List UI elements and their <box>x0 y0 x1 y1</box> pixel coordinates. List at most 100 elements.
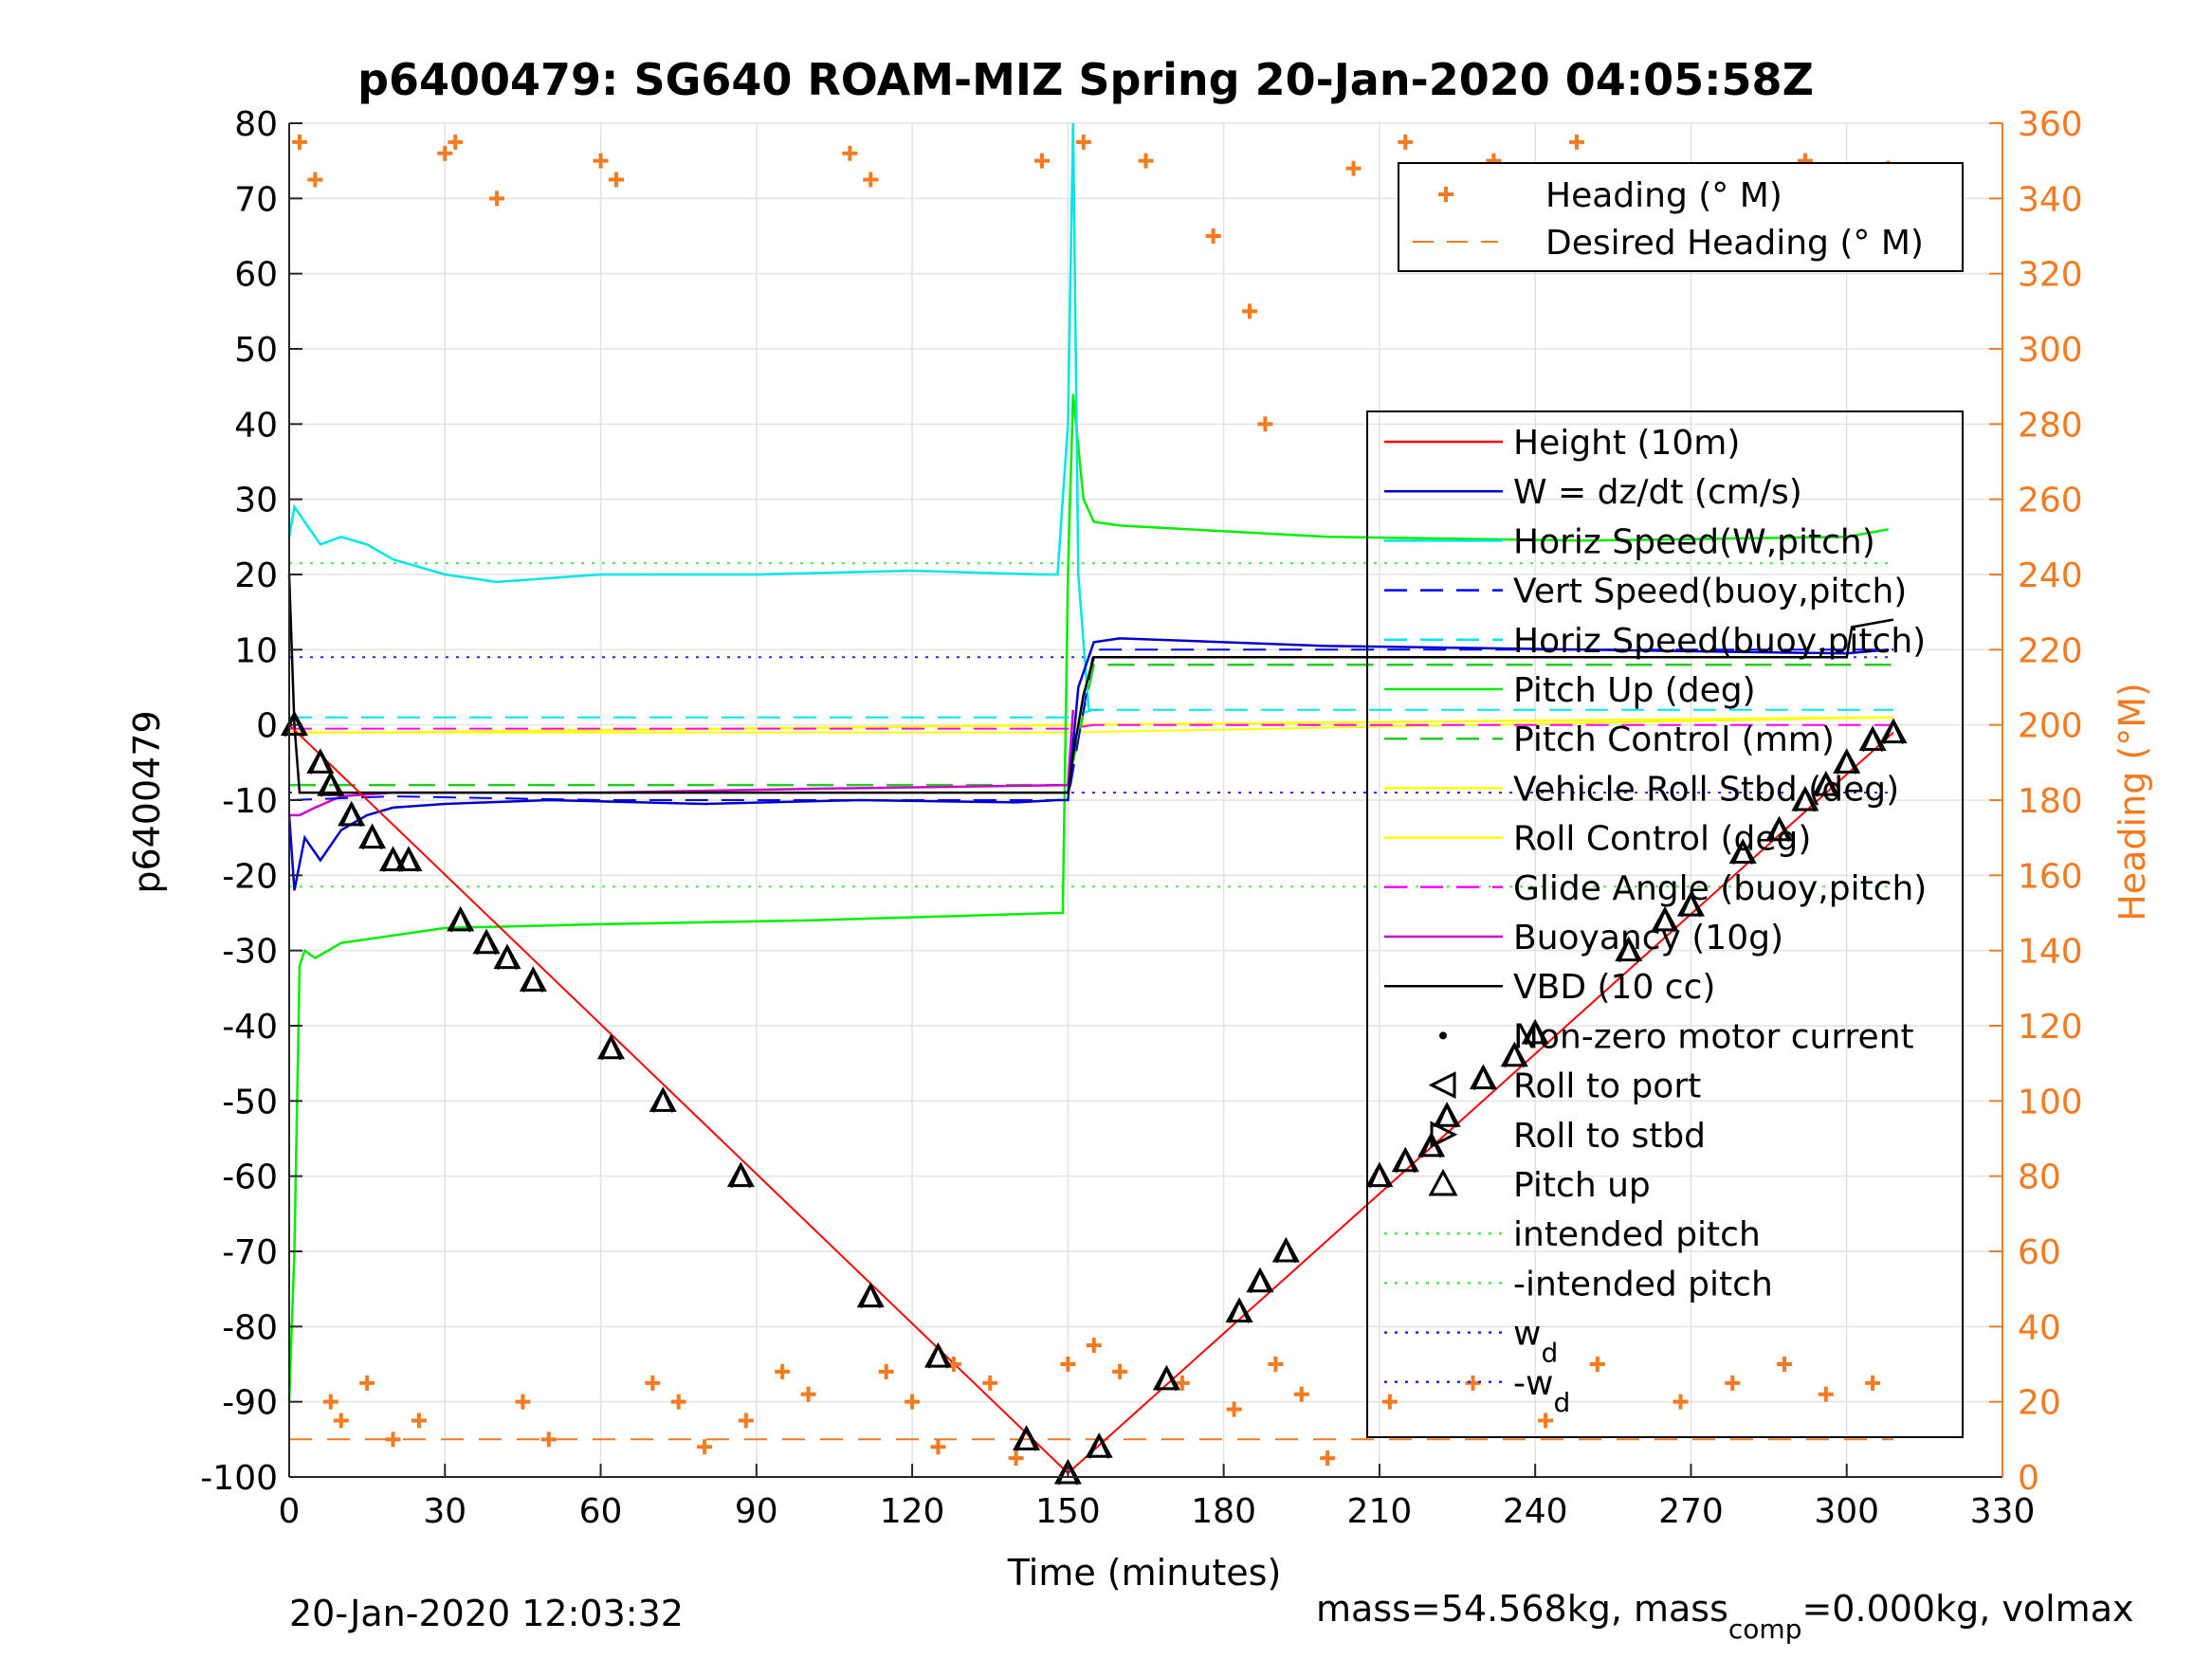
y-tick-label: -70 <box>222 1233 278 1272</box>
pitch-up-marker <box>1833 748 1861 774</box>
y2-tick-label: 260 <box>2018 482 2083 520</box>
y2-tick-label: 40 <box>2018 1308 2061 1347</box>
y-tick-label: 20 <box>234 556 278 595</box>
y-tick-label: -30 <box>222 933 278 972</box>
roll-marker <box>1436 1103 1458 1128</box>
heading-point <box>307 172 323 188</box>
roll-marker <box>927 1344 949 1369</box>
pitch-up-marker <box>1858 725 1887 752</box>
y-tick-label: -100 <box>200 1459 278 1498</box>
roll-marker <box>1472 1066 1494 1090</box>
roll-marker <box>340 803 362 828</box>
roll-marker <box>1250 1269 1271 1294</box>
x-tick-label: 300 <box>1814 1492 1879 1531</box>
heading-point <box>775 1363 791 1379</box>
legend-main-label: Horiz Speed(W,pitch) <box>1513 522 1875 561</box>
y2-tick-label: 320 <box>2018 256 2083 295</box>
pitch-up-marker <box>1152 1364 1180 1391</box>
vbd-line <box>287 574 1894 794</box>
heading-point <box>385 1431 401 1448</box>
roll-marker <box>652 1088 674 1113</box>
roll-marker <box>1395 1149 1417 1174</box>
heading-point <box>930 1439 946 1455</box>
heading-point <box>540 1431 557 1448</box>
pitch-up-marker <box>1391 1146 1419 1173</box>
footer-date: 20-Jan-2020 12:03:32 <box>289 1593 684 1634</box>
roll-marker <box>283 713 305 738</box>
roll-marker <box>1732 841 1754 865</box>
x-tick-label: 210 <box>1347 1492 1413 1531</box>
y-tick-label: 50 <box>234 331 278 370</box>
footer-mass: mass=54.568kg, masscomp=0.000kg, volmax <box>1316 1588 2133 1645</box>
pitch-up-marker <box>394 846 423 871</box>
chart-title: p6400479: SG640 ROAM-MIZ Spring 20-Jan-2… <box>357 54 1814 105</box>
heading-point <box>333 1413 349 1429</box>
pitch-up-marker <box>338 800 366 827</box>
heading-point <box>1242 303 1258 319</box>
pitch-up-marker <box>1365 1161 1394 1188</box>
y2-tick-label: 100 <box>2018 1083 2083 1121</box>
legend-main-label: Pitch Up (deg) <box>1513 671 1756 710</box>
heading-point <box>437 145 453 161</box>
roll-marker <box>1368 1164 1390 1189</box>
heading-point <box>1293 1386 1309 1402</box>
heading-point <box>1589 1357 1605 1372</box>
x-tick-label: 270 <box>1658 1492 1724 1531</box>
y-tick-label: -80 <box>222 1308 278 1347</box>
heading-point <box>1725 1375 1741 1391</box>
y2-tick-label: 220 <box>2018 631 2083 670</box>
pitch-control-line <box>289 663 1893 787</box>
legend-main-label: Glide Angle (buoy,pitch) <box>1513 869 1927 908</box>
y2-tick-label: 360 <box>2018 105 2083 144</box>
pitch-up-marker <box>378 846 408 871</box>
roll-marker <box>1654 908 1675 933</box>
y-tick-label: -10 <box>222 782 278 821</box>
x-tick-label: 0 <box>279 1492 301 1531</box>
roll-marker <box>1768 818 1790 843</box>
y2-tick-label: 80 <box>2018 1158 2061 1197</box>
roll-marker <box>1883 720 1904 745</box>
legend-roll-port-swatch <box>1428 1071 1456 1100</box>
y-tick-label: -90 <box>222 1384 278 1423</box>
x-tick-label: 60 <box>579 1492 623 1531</box>
y2-tick-label: 300 <box>2018 331 2083 370</box>
legend-main-label: intended pitch <box>1513 1215 1761 1254</box>
pitch-up-marker <box>447 905 475 932</box>
heading-point <box>489 191 505 207</box>
legend-main-box <box>1366 410 1964 1438</box>
legend-main-label: Roll to port <box>1513 1067 1701 1106</box>
heading-point <box>1174 1375 1190 1391</box>
pitch-up-marker <box>1271 1236 1300 1263</box>
x-tick-label: 30 <box>423 1492 466 1531</box>
y-tick-label: 0 <box>256 707 278 746</box>
heading-point <box>1568 134 1584 150</box>
heading-point <box>1818 1386 1834 1402</box>
roll-marker <box>449 908 471 933</box>
legend-heading: Heading (° M) Desired Heading (° M) <box>1398 162 1964 272</box>
roll-marker <box>1680 893 1702 918</box>
legend-heading-box <box>1398 162 1964 272</box>
heading-point <box>1226 1401 1242 1417</box>
y-tick-label: 10 <box>234 631 278 670</box>
heading-point <box>1398 134 1414 150</box>
roll-marker <box>1795 788 1816 812</box>
x-tick-label: 330 <box>1970 1492 2036 1531</box>
heading-point <box>800 1386 816 1402</box>
y2-tick-label: 180 <box>2018 782 2083 821</box>
roll-marker <box>497 946 518 971</box>
pitch-up-line <box>287 393 1889 1402</box>
roll-marker <box>1618 939 1639 963</box>
pitch-up-marker <box>1013 1425 1041 1450</box>
x-tick-label: 120 <box>880 1492 945 1531</box>
heading-point <box>905 1394 921 1410</box>
y2-tick-label: 120 <box>2018 1008 2083 1047</box>
legend-main-label: Horiz Speed(buoy,pitch) <box>1513 622 1926 661</box>
y2-tick-label: 140 <box>2018 933 2083 972</box>
y2-tick-label: 160 <box>2018 857 2083 896</box>
y-axis-label: p6400479 <box>126 710 168 893</box>
pitch-up-marker <box>472 928 501 955</box>
horiz-speed-buoy-line <box>289 708 1893 719</box>
y-tick-label: -20 <box>222 857 278 896</box>
heading-point <box>322 1394 338 1410</box>
